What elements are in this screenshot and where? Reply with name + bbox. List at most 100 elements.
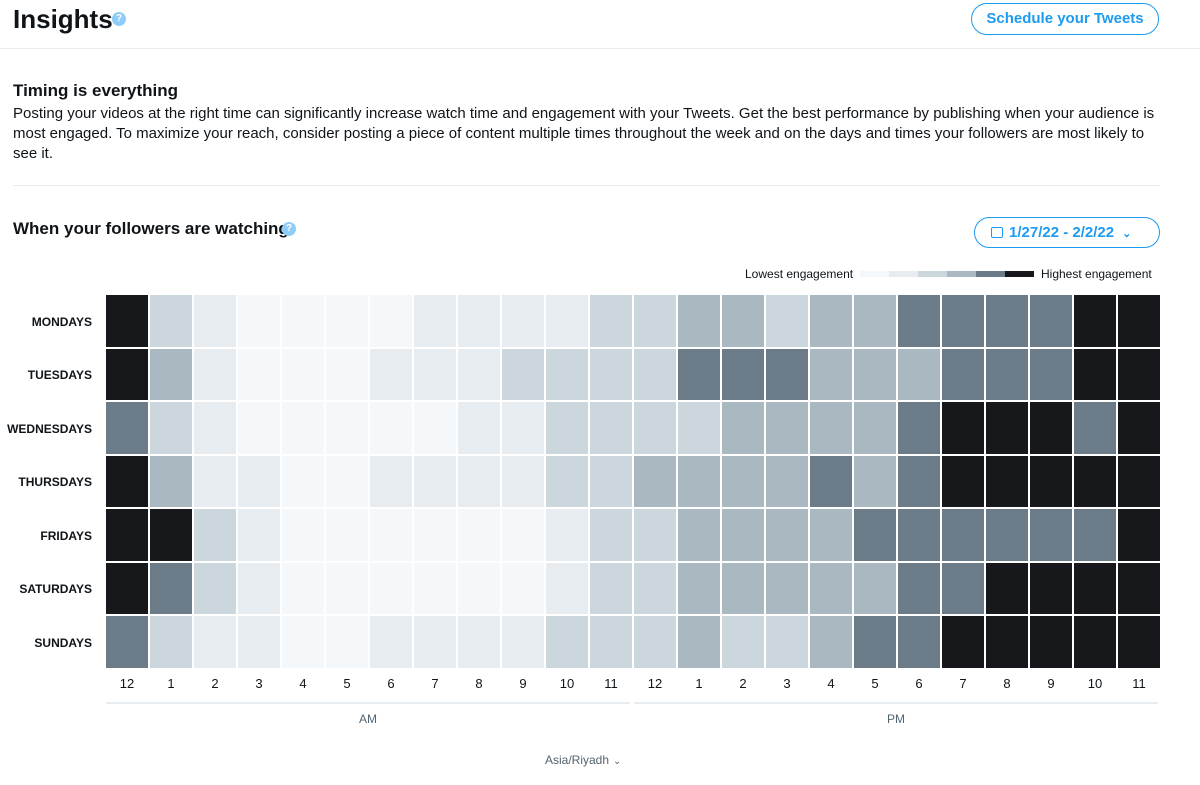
heatmap-cell[interactable] <box>634 562 676 614</box>
heatmap-cell[interactable] <box>678 562 720 614</box>
heatmap-cell[interactable] <box>370 455 412 507</box>
heatmap-cell[interactable] <box>1030 562 1072 614</box>
heatmap-cell[interactable] <box>106 562 148 614</box>
heatmap-cell[interactable] <box>898 402 940 454</box>
heatmap-cell[interactable] <box>854 562 896 614</box>
heatmap-cell[interactable] <box>194 616 236 668</box>
heatmap-cell[interactable] <box>1030 402 1072 454</box>
heatmap-cell[interactable] <box>986 616 1028 668</box>
heatmap-cell[interactable] <box>634 348 676 400</box>
heatmap-cell[interactable] <box>238 455 280 507</box>
heatmap-cell[interactable] <box>766 402 808 454</box>
heatmap-cell[interactable] <box>238 348 280 400</box>
heatmap-cell[interactable] <box>1118 562 1160 614</box>
heatmap-cell[interactable] <box>590 348 632 400</box>
heatmap-cell[interactable] <box>678 616 720 668</box>
heatmap-cell[interactable] <box>1030 295 1072 347</box>
heatmap-cell[interactable] <box>326 455 368 507</box>
help-icon[interactable]: ? <box>112 12 126 26</box>
heatmap-cell[interactable] <box>590 295 632 347</box>
heatmap-cell[interactable] <box>150 562 192 614</box>
heatmap-cell[interactable] <box>810 455 852 507</box>
heatmap-cell[interactable] <box>106 509 148 561</box>
heatmap-cell[interactable] <box>238 562 280 614</box>
heatmap-cell[interactable] <box>678 348 720 400</box>
heatmap-cell[interactable] <box>282 348 324 400</box>
heatmap-cell[interactable] <box>854 509 896 561</box>
heatmap-cell[interactable] <box>942 455 984 507</box>
heatmap-cell[interactable] <box>1074 455 1116 507</box>
heatmap-cell[interactable] <box>326 616 368 668</box>
heatmap-cell[interactable] <box>854 348 896 400</box>
heatmap-cell[interactable] <box>414 348 456 400</box>
heatmap-cell[interactable] <box>106 348 148 400</box>
heatmap-cell[interactable] <box>942 616 984 668</box>
chart-help-icon[interactable]: ? <box>282 222 296 236</box>
heatmap-cell[interactable] <box>898 295 940 347</box>
heatmap-cell[interactable] <box>282 455 324 507</box>
heatmap-cell[interactable] <box>282 509 324 561</box>
heatmap-cell[interactable] <box>414 295 456 347</box>
heatmap-cell[interactable] <box>1118 295 1160 347</box>
heatmap-cell[interactable] <box>590 509 632 561</box>
heatmap-cell[interactable] <box>150 348 192 400</box>
heatmap-cell[interactable] <box>1118 455 1160 507</box>
heatmap-cell[interactable] <box>502 509 544 561</box>
heatmap-cell[interactable] <box>722 562 764 614</box>
heatmap-cell[interactable] <box>106 402 148 454</box>
heatmap-cell[interactable] <box>898 348 940 400</box>
heatmap-cell[interactable] <box>722 455 764 507</box>
heatmap-cell[interactable] <box>1118 616 1160 668</box>
heatmap-cell[interactable] <box>502 562 544 614</box>
heatmap-cell[interactable] <box>282 402 324 454</box>
heatmap-cell[interactable] <box>1074 295 1116 347</box>
heatmap-cell[interactable] <box>150 295 192 347</box>
heatmap-cell[interactable] <box>678 295 720 347</box>
heatmap-cell[interactable] <box>502 616 544 668</box>
heatmap-cell[interactable] <box>502 348 544 400</box>
heatmap-cell[interactable] <box>1118 509 1160 561</box>
heatmap-cell[interactable] <box>546 295 588 347</box>
heatmap-cell[interactable] <box>546 616 588 668</box>
heatmap-cell[interactable] <box>722 509 764 561</box>
heatmap-cell[interactable] <box>326 348 368 400</box>
heatmap-cell[interactable] <box>282 295 324 347</box>
heatmap-cell[interactable] <box>942 562 984 614</box>
heatmap-cell[interactable] <box>458 616 500 668</box>
heatmap-cell[interactable] <box>810 509 852 561</box>
heatmap-cell[interactable] <box>810 562 852 614</box>
heatmap-cell[interactable] <box>678 402 720 454</box>
heatmap-cell[interactable] <box>546 348 588 400</box>
heatmap-cell[interactable] <box>546 455 588 507</box>
heatmap-cell[interactable] <box>766 295 808 347</box>
heatmap-cell[interactable] <box>106 455 148 507</box>
heatmap-cell[interactable] <box>370 348 412 400</box>
heatmap-cell[interactable] <box>986 509 1028 561</box>
heatmap-cell[interactable] <box>810 402 852 454</box>
heatmap-cell[interactable] <box>1030 455 1072 507</box>
heatmap-cell[interactable] <box>1118 402 1160 454</box>
heatmap-cell[interactable] <box>722 295 764 347</box>
heatmap-cell[interactable] <box>986 455 1028 507</box>
heatmap-cell[interactable] <box>942 402 984 454</box>
heatmap-cell[interactable] <box>766 616 808 668</box>
heatmap-cell[interactable] <box>766 455 808 507</box>
schedule-tweets-button[interactable]: Schedule your Tweets <box>971 3 1159 35</box>
heatmap-cell[interactable] <box>678 509 720 561</box>
heatmap-cell[interactable] <box>634 295 676 347</box>
heatmap-cell[interactable] <box>854 402 896 454</box>
heatmap-cell[interactable] <box>986 348 1028 400</box>
heatmap-cell[interactable] <box>1030 509 1072 561</box>
heatmap-cell[interactable] <box>1118 348 1160 400</box>
heatmap-cell[interactable] <box>458 509 500 561</box>
heatmap-cell[interactable] <box>150 455 192 507</box>
heatmap-cell[interactable] <box>766 509 808 561</box>
heatmap-cell[interactable] <box>986 295 1028 347</box>
heatmap-cell[interactable] <box>898 455 940 507</box>
heatmap-cell[interactable] <box>678 455 720 507</box>
heatmap-cell[interactable] <box>546 509 588 561</box>
heatmap-cell[interactable] <box>194 348 236 400</box>
heatmap-cell[interactable] <box>722 402 764 454</box>
heatmap-cell[interactable] <box>854 616 896 668</box>
heatmap-cell[interactable] <box>106 616 148 668</box>
